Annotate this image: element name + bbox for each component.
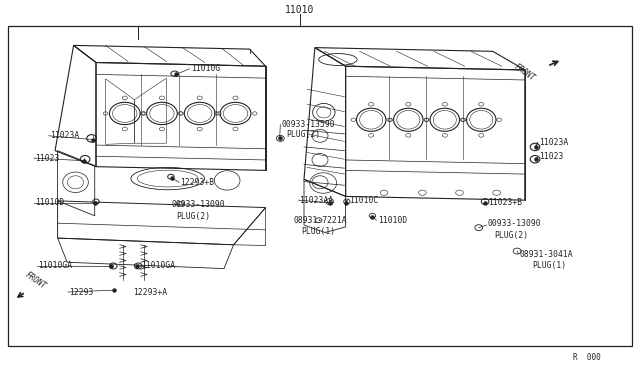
Text: PLUG(2): PLUG(2) xyxy=(287,130,321,139)
Text: PLUG(2): PLUG(2) xyxy=(494,231,528,240)
Text: 12293+A: 12293+A xyxy=(133,288,167,296)
Text: 11023: 11023 xyxy=(35,154,60,163)
Text: FRONT: FRONT xyxy=(513,62,537,83)
Text: 11010D: 11010D xyxy=(378,216,407,225)
Text: PLUG(1): PLUG(1) xyxy=(301,227,335,236)
Text: FRONT: FRONT xyxy=(23,270,47,291)
Text: 11010D: 11010D xyxy=(35,198,65,207)
Text: 11010G: 11010G xyxy=(191,64,220,73)
Text: 00933-13090: 00933-13090 xyxy=(488,219,541,228)
Text: 00933-13090: 00933-13090 xyxy=(172,200,225,209)
Text: 11023A: 11023A xyxy=(539,138,568,147)
Text: 08931-3041A: 08931-3041A xyxy=(520,250,573,259)
Text: 11010C: 11010C xyxy=(349,196,378,205)
Text: 11010GA: 11010GA xyxy=(141,262,175,270)
Text: 11023A: 11023A xyxy=(50,131,79,140)
Text: 08931-7221A: 08931-7221A xyxy=(293,216,347,225)
Text: 11010: 11010 xyxy=(285,6,314,15)
Text: 11023: 11023 xyxy=(539,153,563,161)
Text: 12293+B: 12293+B xyxy=(180,178,214,187)
Text: 00933-13590: 00933-13590 xyxy=(282,120,335,129)
Text: R  000: R 000 xyxy=(573,353,600,362)
Text: PLUG(1): PLUG(1) xyxy=(532,262,566,270)
Text: PLUG(2): PLUG(2) xyxy=(176,212,210,221)
Text: 11010GA: 11010GA xyxy=(38,262,72,270)
Text: 11023+B: 11023+B xyxy=(488,198,522,207)
Bar xyxy=(8,26,632,346)
Text: 12293: 12293 xyxy=(69,288,93,296)
Text: 11023AA: 11023AA xyxy=(300,196,333,205)
